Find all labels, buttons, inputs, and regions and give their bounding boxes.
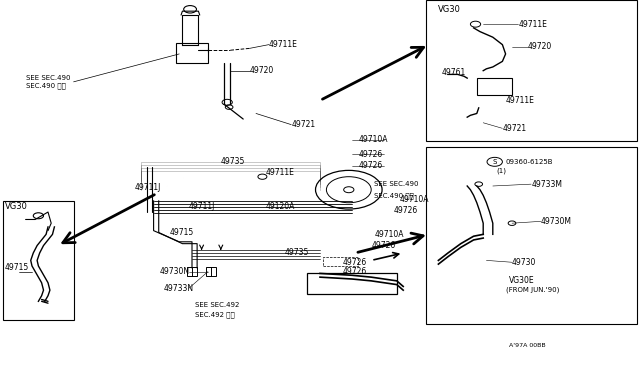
Text: SEC.490 参照: SEC.490 参照 (26, 82, 65, 89)
Bar (477, 78, 512, 95)
Text: VG30: VG30 (438, 5, 461, 14)
Text: 49710A: 49710A (358, 135, 388, 144)
Text: 49711J: 49711J (189, 202, 215, 211)
Text: S: S (493, 159, 497, 165)
Text: VG30: VG30 (5, 202, 28, 211)
Text: 49710A: 49710A (374, 230, 404, 239)
Text: 49726: 49726 (358, 150, 383, 159)
Bar (426, 0, 637, 141)
Text: 49735: 49735 (221, 157, 245, 166)
Text: A'97A 00BB: A'97A 00BB (509, 343, 545, 349)
Text: 49711E: 49711E (506, 96, 534, 105)
Text: (FROM JUN.'90): (FROM JUN.'90) (506, 287, 559, 294)
Text: 49735: 49735 (285, 248, 309, 257)
Text: VG30E: VG30E (509, 276, 534, 285)
Text: SEE SEC.492: SEE SEC.492 (195, 302, 239, 308)
Text: 49730M: 49730M (541, 217, 572, 226)
Text: 49711E: 49711E (518, 20, 547, 29)
Text: 49711E: 49711E (269, 40, 298, 49)
Text: 49733M: 49733M (531, 180, 562, 189)
Text: 49720: 49720 (528, 42, 552, 51)
Text: 49721: 49721 (502, 124, 527, 133)
Text: 49120A: 49120A (266, 202, 295, 211)
Bar (206, 267, 216, 276)
Text: 49715: 49715 (170, 228, 194, 237)
Text: 49733N: 49733N (163, 284, 193, 293)
Text: 49726: 49726 (358, 161, 383, 170)
Bar (307, 273, 397, 294)
Text: SEC.492 参照: SEC.492 参照 (195, 311, 235, 318)
Bar (426, 147, 637, 324)
Text: 49726: 49726 (394, 206, 418, 215)
Text: 09360-6125B: 09360-6125B (506, 159, 553, 165)
Text: 49730: 49730 (512, 258, 536, 267)
Text: 49726: 49726 (371, 241, 396, 250)
Text: 49726: 49726 (342, 258, 367, 267)
Bar (176, 43, 208, 63)
Text: 49711J: 49711J (134, 183, 161, 192)
Text: 49711E: 49711E (266, 169, 294, 177)
Text: SEE SEC.490: SEE SEC.490 (26, 75, 70, 81)
Text: 49721: 49721 (291, 120, 316, 129)
Text: SEE SEC.490: SEE SEC.490 (374, 181, 419, 187)
Text: 49761: 49761 (442, 68, 466, 77)
Bar (3, 201, 74, 320)
Text: 49730N: 49730N (160, 267, 190, 276)
Text: 49726: 49726 (342, 267, 367, 276)
Text: 49710A: 49710A (400, 195, 429, 203)
Text: 49720: 49720 (250, 66, 274, 75)
Text: (1): (1) (496, 167, 506, 174)
Bar (187, 267, 197, 276)
Text: 49715: 49715 (5, 263, 29, 272)
Text: SEC.490 参照: SEC.490 参照 (374, 192, 414, 199)
